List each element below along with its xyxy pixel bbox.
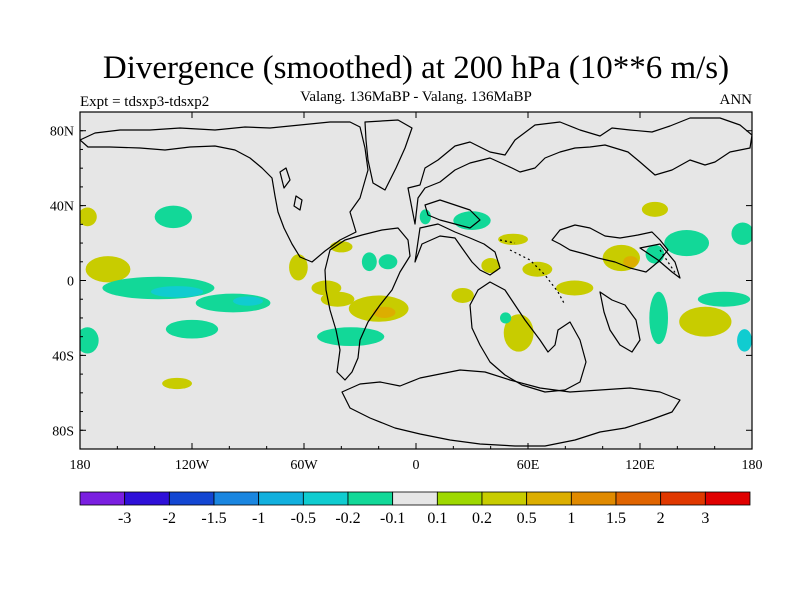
colorbar-box-5	[302, 491, 349, 506]
contour-patch-7	[80, 207, 97, 227]
contour-patch-31	[641, 201, 669, 217]
y-tick-label-2: 0	[67, 275, 74, 290]
colorbar: -3 -2 -1.5 -1 -0.5 -0.2 -0.1 0.1 0.2 0.5 1 1.5 2 3	[79, 491, 751, 527]
x-tick-label-1: 120W	[175, 458, 210, 473]
contour-patch-13	[378, 254, 398, 270]
colorbar-label-1: -2	[163, 510, 176, 527]
y-tick-label-3: 40S	[52, 349, 74, 364]
colorbar-box-11	[570, 491, 617, 506]
colorbar-label-7: 0.1	[427, 510, 447, 527]
x-tick-label-4: 60E	[517, 458, 540, 473]
contour-patch-27	[623, 256, 639, 268]
colorbar-box-12	[615, 491, 662, 506]
contour-patch-0	[85, 256, 131, 283]
contour-patch-5	[165, 319, 219, 339]
contour-patch-25	[556, 280, 594, 296]
contour-patch-15	[320, 291, 355, 307]
colorbar-label-2: -1.5	[201, 510, 226, 527]
contour-patch-36	[697, 291, 751, 307]
colorbar-box-3	[213, 491, 260, 506]
colorbar-box-10	[526, 491, 572, 506]
colorbar-label-9: 0.5	[517, 510, 537, 527]
colorbar-label-13: 3	[701, 510, 709, 527]
chart-title: Divergence (smoothed) at 200 hPa (10**6 …	[102, 50, 730, 86]
colorbar-label-5: -0.2	[335, 510, 360, 527]
contour-patch-19	[453, 211, 491, 230]
x-tick-label-3: 0	[413, 458, 420, 473]
colorbar-box-2	[168, 491, 215, 506]
experiment-label: Expt = tdsxp3-tdsxp2	[80, 94, 210, 110]
colorbar-box-8	[436, 491, 483, 506]
x-tick-label-2: 60W	[290, 458, 318, 473]
contour-patch-8	[80, 327, 99, 354]
contour-patch-4	[233, 296, 263, 306]
contour-patch-2	[150, 286, 204, 298]
contour-patch-32	[503, 314, 534, 352]
y-tick-label-0: 80N	[50, 125, 74, 140]
contour-fill-group	[80, 201, 752, 390]
coastline-europe-islands	[424, 199, 481, 229]
colorbar-box-14	[704, 491, 751, 506]
colorbar-box-9	[481, 491, 528, 506]
coastline-north-america	[80, 121, 369, 263]
contour-patch-22	[481, 258, 500, 274]
season-label: ANN	[719, 92, 753, 108]
x-tick-label-5: 120E	[625, 458, 655, 473]
axes-group: 180 120W 60W 0 60E 120E 180 80N 40N 0 40S 80S	[50, 111, 763, 473]
coastline-antarctica	[341, 369, 681, 447]
coastline-north-america-islands	[279, 167, 303, 211]
x-tick-label-0: 180	[70, 458, 91, 473]
coastline-africa-south	[469, 281, 587, 393]
coastline-asia-south	[551, 224, 669, 273]
contour-patch-9	[162, 377, 192, 390]
colorbar-label-8: 0.2	[472, 510, 492, 527]
colorbar-box-6	[347, 491, 394, 506]
colorbar-label-6: -0.1	[380, 510, 405, 527]
contour-patch-24	[522, 261, 553, 277]
colorbar-label-3: -1	[252, 510, 265, 527]
contour-patch-34	[649, 291, 669, 345]
colorbar-label-10: 1	[567, 510, 575, 527]
contour-patch-17	[373, 306, 396, 318]
colorbar-label-4: -0.5	[291, 510, 316, 527]
coastline-island-arc	[639, 243, 681, 279]
contour-patch-12	[361, 252, 377, 272]
contour-patch-18	[317, 327, 385, 347]
contour-patch-33	[500, 312, 512, 324]
contour-patch-35	[679, 306, 732, 337]
coastlines	[80, 117, 752, 447]
colorbar-box-0	[79, 491, 126, 506]
contour-patch-11	[330, 241, 353, 253]
colorbar-box-4	[258, 491, 304, 506]
x-tick-label-6: 180	[742, 458, 763, 473]
coastline-south-america	[324, 227, 411, 381]
contour-patch-37	[737, 329, 752, 352]
colorbar-label-11: 1.5	[606, 510, 626, 527]
contour-patch-30	[731, 222, 752, 245]
coastline-india-australia	[599, 291, 641, 353]
contour-patch-6	[154, 205, 192, 229]
coastline-eurasia	[407, 117, 752, 225]
colorbar-box-13	[660, 491, 706, 506]
chart-subtitle: Valang. 136MaBP - Valang. 136MaBP	[300, 89, 532, 105]
contour-patch-23	[451, 287, 474, 303]
coastline-greenland	[364, 119, 413, 191]
contour-patch-29	[664, 229, 710, 257]
y-tick-label-4: 80S	[52, 424, 74, 439]
coastline-africa-north	[414, 223, 501, 276]
colorbar-box-7	[392, 491, 438, 506]
contour-patch-20	[419, 209, 431, 225]
colorbar-box-1	[124, 491, 170, 506]
colorbar-label-0: -3	[118, 510, 131, 527]
colorbar-label-12: 2	[657, 510, 665, 527]
contour-patch-28	[645, 244, 665, 264]
contour-patch-10	[289, 254, 308, 281]
y-tick-label-1: 40N	[50, 200, 74, 215]
contour-patch-21	[498, 233, 528, 245]
